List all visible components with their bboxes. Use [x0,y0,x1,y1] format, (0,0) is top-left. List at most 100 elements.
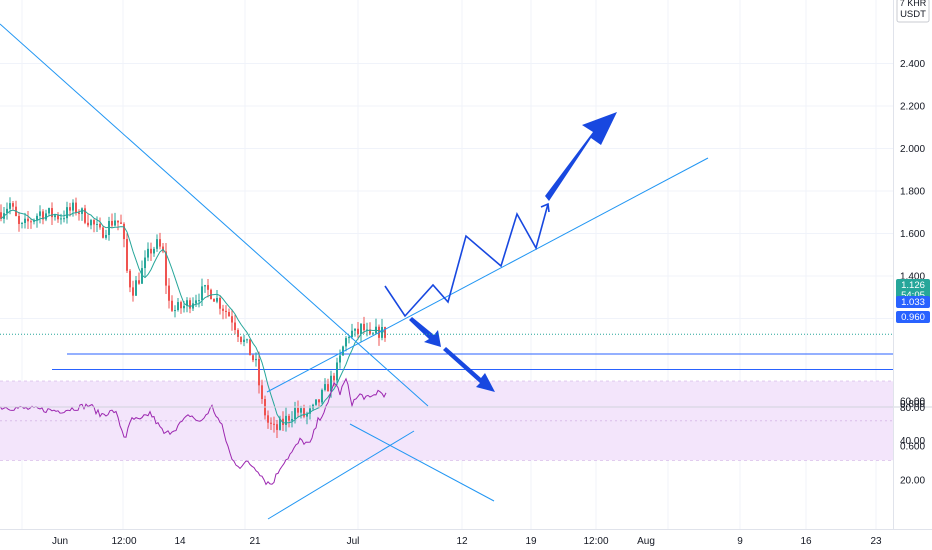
candle-body [306,413,308,417]
candle-body [369,329,371,334]
candle-body [171,300,173,311]
last-price-badge-bg [896,279,930,301]
trendlines[interactable] [0,23,709,407]
candle-body [180,302,182,309]
candle-body [228,312,230,317]
currency-unit-label: USDT [900,9,926,20]
candle-body [75,202,77,213]
time-tick-label: 12:00 [111,536,136,547]
currency-unit-box[interactable] [896,0,930,23]
rsi-tick-label: 60.00 [900,397,925,408]
candle-body [360,323,362,335]
candle-body [315,399,317,405]
candle-body [195,300,197,304]
candle-body [57,215,59,220]
bearish-arrow-1[interactable] [409,317,441,347]
candle-body [18,215,20,224]
candle-body [42,211,44,220]
price-tick-label: 0.600 [900,442,925,453]
candle-body [204,285,206,287]
candle-body [183,305,185,309]
candle-body [123,223,125,240]
candle-body [279,418,281,430]
candle-body [81,208,83,214]
candle-body [288,415,290,421]
candle-body [135,280,137,296]
candle-body [258,358,260,386]
last-price-badge: 1.126 54:05 [896,279,930,301]
candle-body [138,280,140,284]
candle-body [159,239,161,247]
candle-body [324,384,326,390]
candle-body [66,207,68,219]
bullish-arrow[interactable] [545,112,617,201]
candle-body [144,257,146,269]
candle-body [60,218,62,220]
candle-body [12,203,14,207]
candle-body [300,408,302,413]
candle-body [216,297,218,302]
candle-body [348,337,350,339]
candle-body [21,222,23,224]
candle-body [90,220,92,226]
time-tick-label: 19 [525,536,537,547]
candle-body [234,322,236,331]
candle-body [357,328,359,335]
bearish-arrow-2[interactable] [443,347,495,392]
candle-body [87,222,89,226]
price-axis[interactable]: 2.4002.2002.0001.8001.6001.4001.2000.800… [900,59,925,453]
rsi-tick-label: 20.00 [900,476,925,487]
projected-zigzag-path[interactable] [384,203,549,318]
candle-body [201,286,203,301]
level-1-badge: 1.033 [896,296,930,308]
candle-body [78,212,80,214]
bar-countdown: 54:05 [901,290,925,301]
candle-body [318,399,320,403]
candle-body [207,285,209,290]
ascending-trendline[interactable] [266,157,709,393]
rsi-trendlines[interactable] [267,423,495,520]
candle-body [252,355,254,361]
candle-body [342,346,344,356]
candle-body [30,221,32,223]
candle-body [276,424,278,430]
candle-body [105,234,107,238]
time-tick-label: 16 [800,536,812,547]
candle-body [39,211,41,216]
candle-body [237,330,239,337]
time-tick-label: 14 [174,536,186,547]
price-tick-label: 2.400 [900,59,925,70]
candle-body [63,218,65,220]
candle-body [36,215,38,220]
candle-body [270,422,272,424]
candle-body [27,218,29,222]
price-tick-label: 2.000 [900,144,925,155]
candle-body [330,375,332,392]
rsi-descending-trendline[interactable] [349,423,495,502]
candle-body [282,418,284,425]
time-tick-label: Jun [52,536,68,547]
support-levels[interactable] [52,353,893,370]
candle-body [321,389,323,403]
time-axis[interactable]: Jun 12:00 14 21 Jul 12 19 12:00 Aug 9 16 23 [52,536,882,547]
rsi-tick-label: 80.00 [900,403,925,414]
candle-body [327,384,329,392]
candle-body [231,316,233,323]
candle-body [111,220,113,226]
price-tick-label: 1.600 [900,229,925,240]
descending-trendline[interactable] [0,23,429,407]
rsi-line [0,377,387,486]
candle-body [345,338,347,347]
candle-body [303,408,305,417]
rsi-tick-label: 40.00 [900,436,925,447]
candle-body [117,220,119,223]
candle-body [156,239,158,249]
level-2-value: 0.960 [901,312,925,323]
projection-drawing[interactable] [384,112,617,392]
candle-body [141,268,143,284]
candle-body [99,223,101,228]
candle-body [354,328,356,331]
time-tick-label: 21 [249,536,261,547]
